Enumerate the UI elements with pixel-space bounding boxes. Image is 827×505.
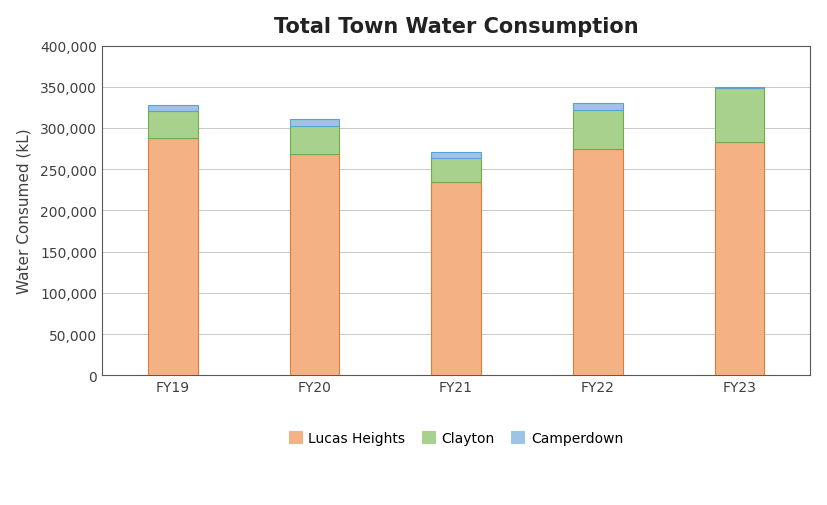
Bar <box>432 159 480 182</box>
Bar <box>432 182 480 376</box>
Bar <box>573 111 623 149</box>
Title: Total Town Water Consumption: Total Town Water Consumption <box>274 17 638 36</box>
Bar <box>573 149 623 376</box>
Bar <box>715 143 764 376</box>
Bar <box>148 138 198 376</box>
Bar <box>432 153 480 159</box>
Bar <box>715 87 764 89</box>
Bar <box>289 155 339 376</box>
Bar <box>289 126 339 155</box>
Bar <box>715 89 764 143</box>
Bar <box>573 104 623 111</box>
Legend: Lucas Heights, Clayton, Camperdown: Lucas Heights, Clayton, Camperdown <box>284 425 629 450</box>
Bar <box>148 106 198 112</box>
Bar <box>148 112 198 138</box>
Bar <box>289 120 339 126</box>
Y-axis label: Water Consumed (kL): Water Consumed (kL) <box>17 128 31 293</box>
